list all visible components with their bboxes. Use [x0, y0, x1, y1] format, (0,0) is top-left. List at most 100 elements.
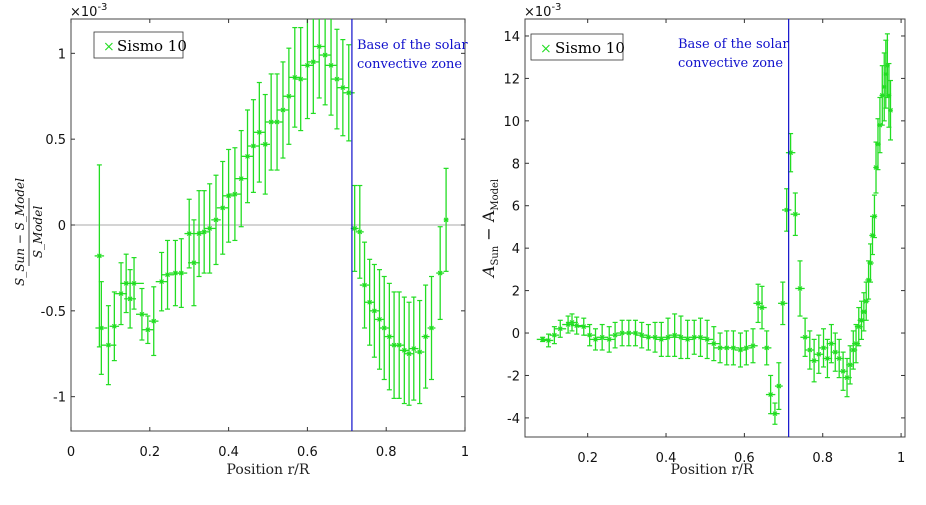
left-chart: 0 0.2 0.4 0.6 0.8 1 -1 -0.5 0 0.5 1 ×10-3 Positio… — [13, 2, 469, 478]
right-data-point-48 — [814, 334, 824, 374]
right-data-point-12 — [609, 321, 621, 349]
left-point-marker — [437, 270, 443, 276]
left-data-point-18 — [198, 190, 211, 274]
right-data-point-46 — [805, 330, 815, 370]
right-point-marker — [551, 332, 557, 338]
left-point-marker — [417, 349, 423, 355]
right-point-marker — [868, 260, 873, 266]
right-data-point-31 — [734, 332, 747, 368]
left-point-marker — [178, 270, 184, 276]
left-point-marker — [207, 226, 213, 231]
left-y-label-numerator: S_Sun − S_Model — [13, 178, 27, 286]
left-data-point-32 — [282, 47, 295, 145]
right-chart: 0.2 0.4 0.6 0.8 1 -4 -2 0 2 4 6 8 10 12 14 ×10-3 Posi… — [479, 2, 906, 478]
right-point-marker — [665, 334, 671, 340]
right-x-axis-label: Position r/R — [671, 462, 754, 478]
right-data-point-49 — [818, 328, 829, 368]
right-point-marker — [724, 345, 730, 351]
left-x-tick-label: 0.2 — [139, 445, 160, 460]
right-point-marker — [861, 309, 867, 315]
left-point-marker — [334, 76, 340, 82]
right-point-marker — [850, 347, 856, 353]
left-data-point-14 — [175, 238, 188, 308]
right-point-marker — [772, 411, 778, 417]
left-data-point-57 — [421, 284, 430, 389]
left-point-marker — [280, 107, 286, 113]
right-point-marker — [685, 337, 690, 342]
left-point-marker — [310, 59, 316, 65]
left-data-point-15 — [184, 198, 194, 269]
right-data-point-22 — [675, 315, 687, 360]
right-point-marker — [626, 330, 632, 336]
right-data-point-66 — [871, 194, 878, 239]
right-point-marker — [698, 334, 703, 340]
right-data-point-41 — [781, 188, 792, 232]
left-x-tick-label: 0.4 — [218, 445, 239, 460]
right-point-marker — [825, 356, 830, 361]
left-data-point-24 — [235, 129, 248, 228]
left-data-point-58 — [427, 275, 436, 381]
left-data-point-52 — [394, 291, 404, 399]
left-point-marker — [111, 323, 117, 329]
left-x-tick-label: 0.6 — [297, 445, 318, 460]
right-point-marker — [863, 298, 869, 304]
left-data-point-31 — [277, 61, 289, 159]
right-data-point-59 — [854, 306, 863, 347]
left-point-marker — [396, 342, 402, 348]
right-point-marker — [658, 337, 664, 342]
left-data-point-20 — [211, 174, 221, 266]
left-point-marker — [96, 253, 102, 259]
left-data-point-27 — [253, 81, 266, 183]
left-point-marker — [127, 296, 133, 302]
right-point-marker — [840, 368, 846, 374]
right-annotation-line1: Base of the solar — [678, 37, 789, 52]
right-data-point-43 — [790, 192, 801, 237]
left-data-point-53 — [399, 296, 410, 405]
right-point-marker — [836, 356, 842, 361]
left-data-point-3 — [109, 291, 120, 362]
left-data-point-30 — [271, 73, 283, 171]
left-point-marker — [406, 351, 412, 357]
left-data-point-46 — [364, 258, 375, 346]
right-plot-area — [524, 18, 906, 438]
left-data-point-54 — [404, 301, 414, 406]
left-x-ticks: 0 0.2 0.4 0.6 0.8 1 — [67, 19, 469, 460]
left-point-marker — [262, 141, 268, 147]
left-data-point-12 — [161, 239, 174, 310]
right-point-marker — [847, 362, 853, 368]
left-point-marker — [328, 62, 334, 68]
left-point-marker — [274, 119, 280, 125]
left-legend-box — [93, 31, 184, 59]
left-data-point-36 — [307, 19, 320, 115]
right-data-point-23 — [681, 319, 694, 360]
left-data-point-4 — [115, 262, 127, 326]
left-data-point-10 — [149, 286, 159, 357]
left-point-marker — [139, 311, 145, 317]
right-point-marker — [755, 300, 761, 306]
left-data-point-41 — [336, 38, 349, 137]
left-point-marker — [340, 85, 346, 91]
left-data-point-0 — [94, 164, 105, 348]
right-point-marker — [652, 334, 658, 340]
right-series-points — [536, 33, 894, 425]
left-legend: × Sismo 10 — [93, 31, 187, 59]
right-point-marker — [859, 317, 864, 323]
right-data-point-54 — [838, 351, 848, 391]
right-data-point-21 — [668, 313, 681, 357]
right-point-marker — [776, 383, 782, 389]
right-y-tick-label: -2 — [507, 369, 520, 384]
left-point-marker — [106, 342, 111, 348]
right-data-point-26 — [701, 319, 714, 360]
right-point-marker — [816, 351, 822, 357]
left-point-marker — [352, 226, 358, 231]
left-point-marker — [220, 205, 226, 211]
right-point-marker — [832, 349, 838, 355]
left-y-tick-label: -0.5 — [41, 305, 66, 320]
right-y-tick-label: 8 — [512, 157, 520, 172]
right-point-marker — [639, 332, 645, 338]
left-data-point-51 — [389, 291, 399, 399]
left-data-point-19 — [203, 183, 216, 274]
right-exponent: ×10-3 — [524, 2, 561, 20]
right-data-point-25 — [694, 317, 707, 357]
left-point-marker — [391, 342, 397, 348]
